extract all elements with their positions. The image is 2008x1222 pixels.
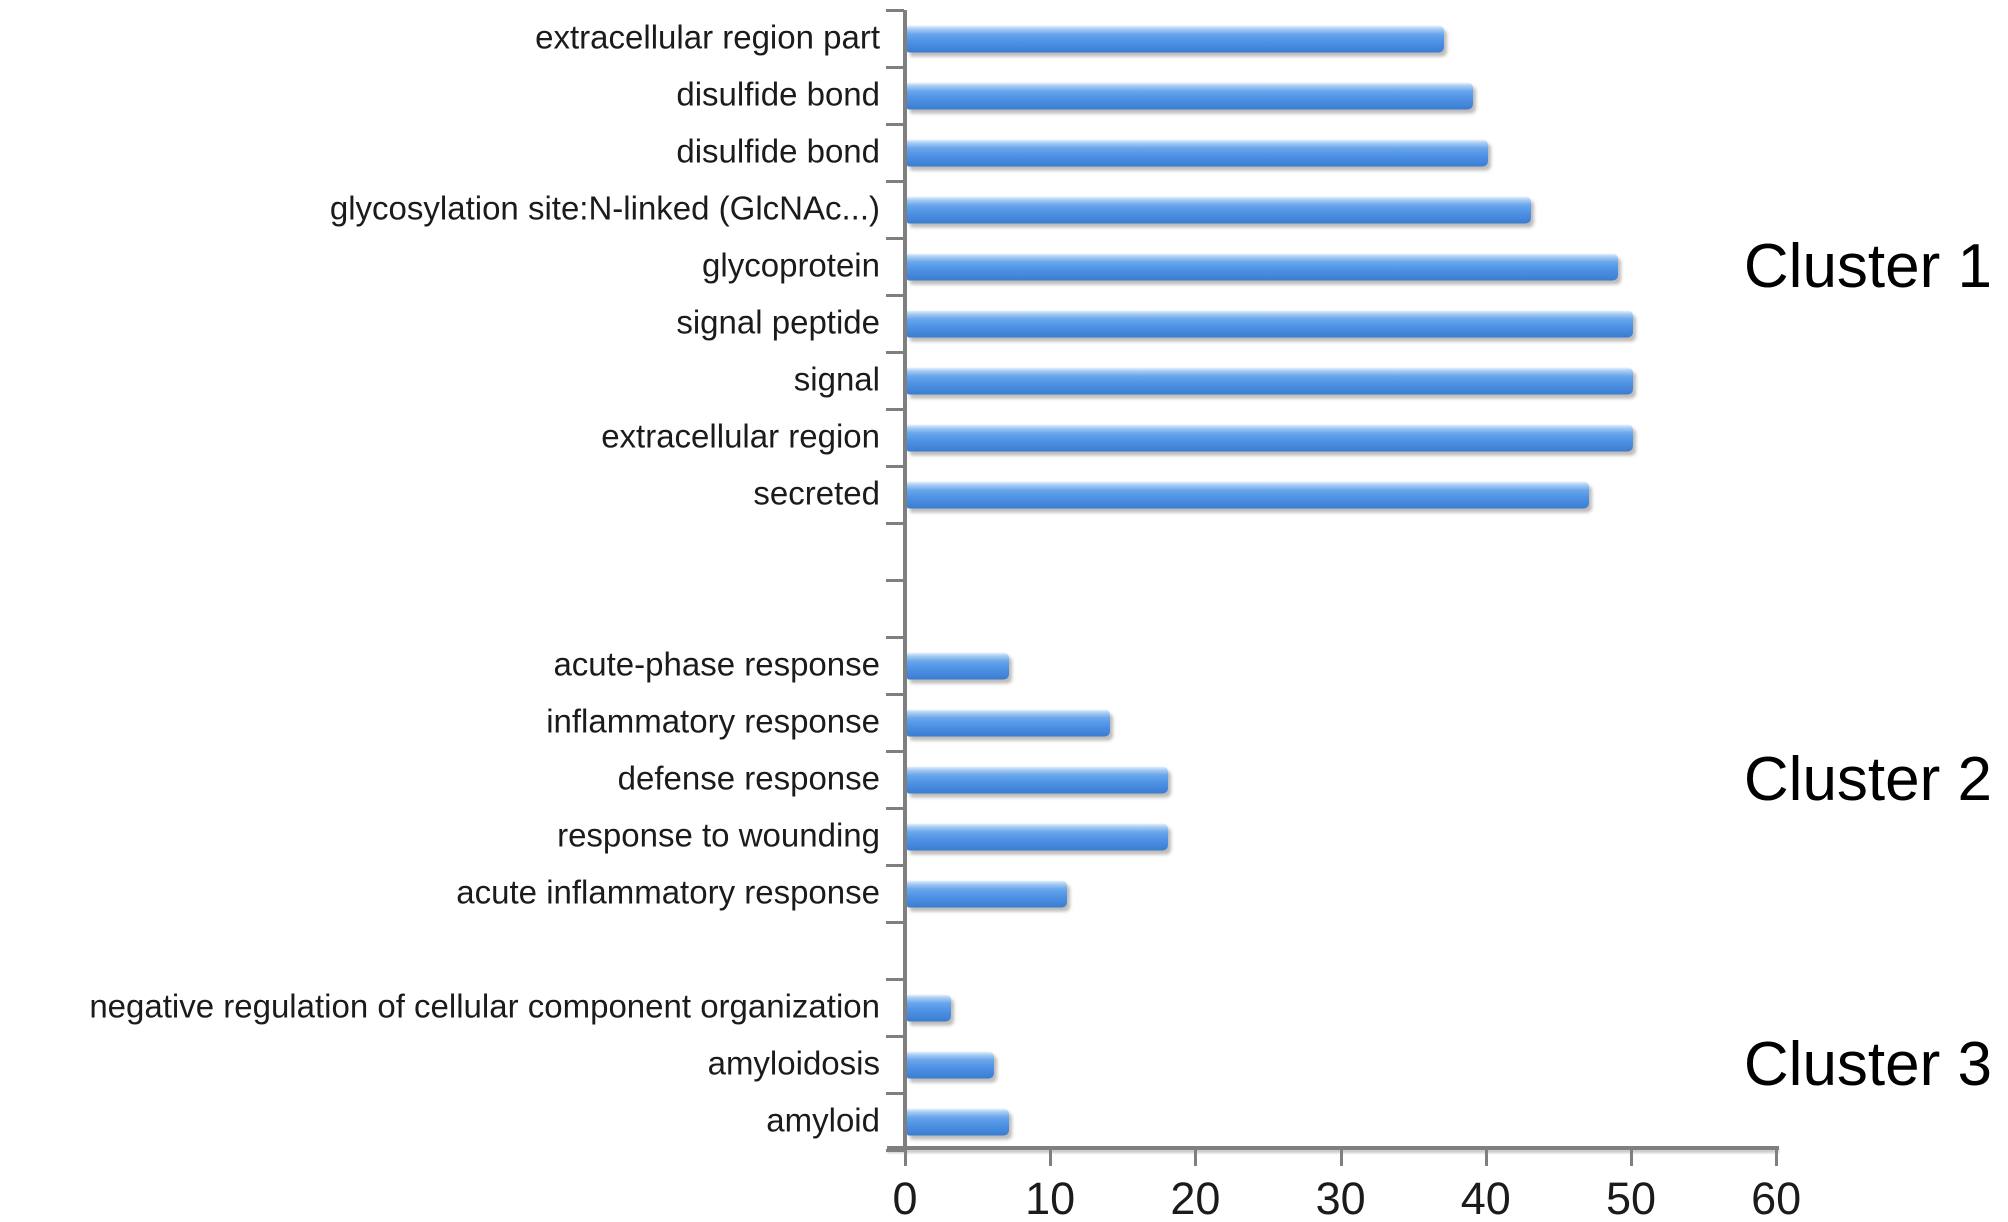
y-axis-tick: [886, 123, 904, 126]
x-tick-label: 50: [1605, 1173, 1657, 1222]
y-axis-tick: [886, 693, 904, 696]
cluster-annotation: Cluster 2: [1743, 744, 1992, 814]
y-axis-tick: [886, 294, 904, 297]
category-label: disulfide bond: [676, 131, 880, 169]
y-axis-tick: [886, 180, 904, 183]
bar: [907, 253, 1619, 280]
category-label: amyloid: [766, 1100, 880, 1138]
y-axis-tick: [886, 978, 904, 981]
x-tick-label: 30: [1315, 1173, 1366, 1222]
category-label: secreted: [753, 473, 880, 511]
y-axis-tick: [886, 351, 904, 354]
bar: [907, 25, 1445, 52]
category-label: extracellular region part: [535, 17, 880, 55]
category-label: inflammatory response: [546, 701, 880, 739]
x-axis-tick: [1775, 1150, 1779, 1166]
category-label: negative regulation of cellular componen…: [89, 986, 880, 1024]
category-label: acute inflammatory response: [456, 872, 880, 910]
bar: [907, 652, 1009, 679]
category-label: response to wounding: [557, 815, 880, 853]
bar: [907, 766, 1169, 793]
y-axis-tick: [886, 465, 904, 468]
y-axis-tick: [886, 579, 904, 582]
x-axis: [887, 1146, 1779, 1150]
x-tick-label: 0: [892, 1173, 918, 1222]
bar: [907, 367, 1633, 394]
y-axis-tick: [886, 921, 904, 924]
y-axis-tick: [886, 1035, 904, 1038]
x-axis-tick: [1194, 1150, 1198, 1166]
bar: [907, 1108, 1009, 1135]
x-axis-tick: [904, 1150, 907, 1166]
cluster-annotation: Cluster 1: [1743, 231, 1992, 301]
bar: [907, 424, 1633, 451]
x-tick-label: 40: [1460, 1173, 1511, 1222]
category-label: glycosylation site:N-linked (GlcNAc...): [329, 188, 880, 226]
y-axis-tick: [886, 522, 904, 525]
category-label: acute-phase response: [553, 644, 880, 682]
cluster-annotation: Cluster 3: [1743, 1029, 1992, 1099]
y-axis-tick: [886, 807, 904, 810]
bar: [907, 880, 1067, 907]
y-axis-tick: [886, 66, 904, 69]
y-axis-tick: [886, 636, 904, 639]
x-tick-label: 10: [1025, 1173, 1076, 1222]
bar: [907, 82, 1474, 109]
x-tick-label: 20: [1170, 1173, 1221, 1222]
category-label: amyloidosis: [707, 1043, 880, 1081]
x-axis-tick: [1630, 1150, 1633, 1166]
category-label: signal peptide: [676, 302, 880, 340]
bar: [907, 994, 951, 1021]
x-axis-tick: [1339, 1150, 1343, 1166]
category-label: defense response: [617, 758, 880, 796]
category-label: glycoprotein: [702, 245, 880, 283]
x-axis-tick: [1484, 1150, 1488, 1166]
category-label: extracellular region: [601, 416, 880, 454]
y-axis-tick: [886, 750, 904, 753]
y-axis-tick: [886, 1149, 904, 1152]
y-axis-tick: [886, 1092, 904, 1095]
bar: [907, 310, 1633, 337]
category-label: disulfide bond: [676, 74, 880, 112]
y-axis-tick: [886, 408, 904, 411]
category-label: signal: [793, 359, 880, 397]
bar: [907, 1051, 995, 1078]
bar: [907, 481, 1590, 508]
bar: [907, 823, 1169, 850]
bar: [907, 196, 1532, 223]
y-axis-tick: [886, 9, 904, 12]
bar: [907, 709, 1111, 736]
y-axis-tick: [886, 237, 904, 240]
y-axis-tick: [886, 864, 904, 867]
x-axis-tick: [1049, 1150, 1053, 1166]
x-tick-label: 60: [1751, 1173, 1802, 1222]
bar: [907, 139, 1488, 166]
y-axis: [903, 10, 907, 1150]
